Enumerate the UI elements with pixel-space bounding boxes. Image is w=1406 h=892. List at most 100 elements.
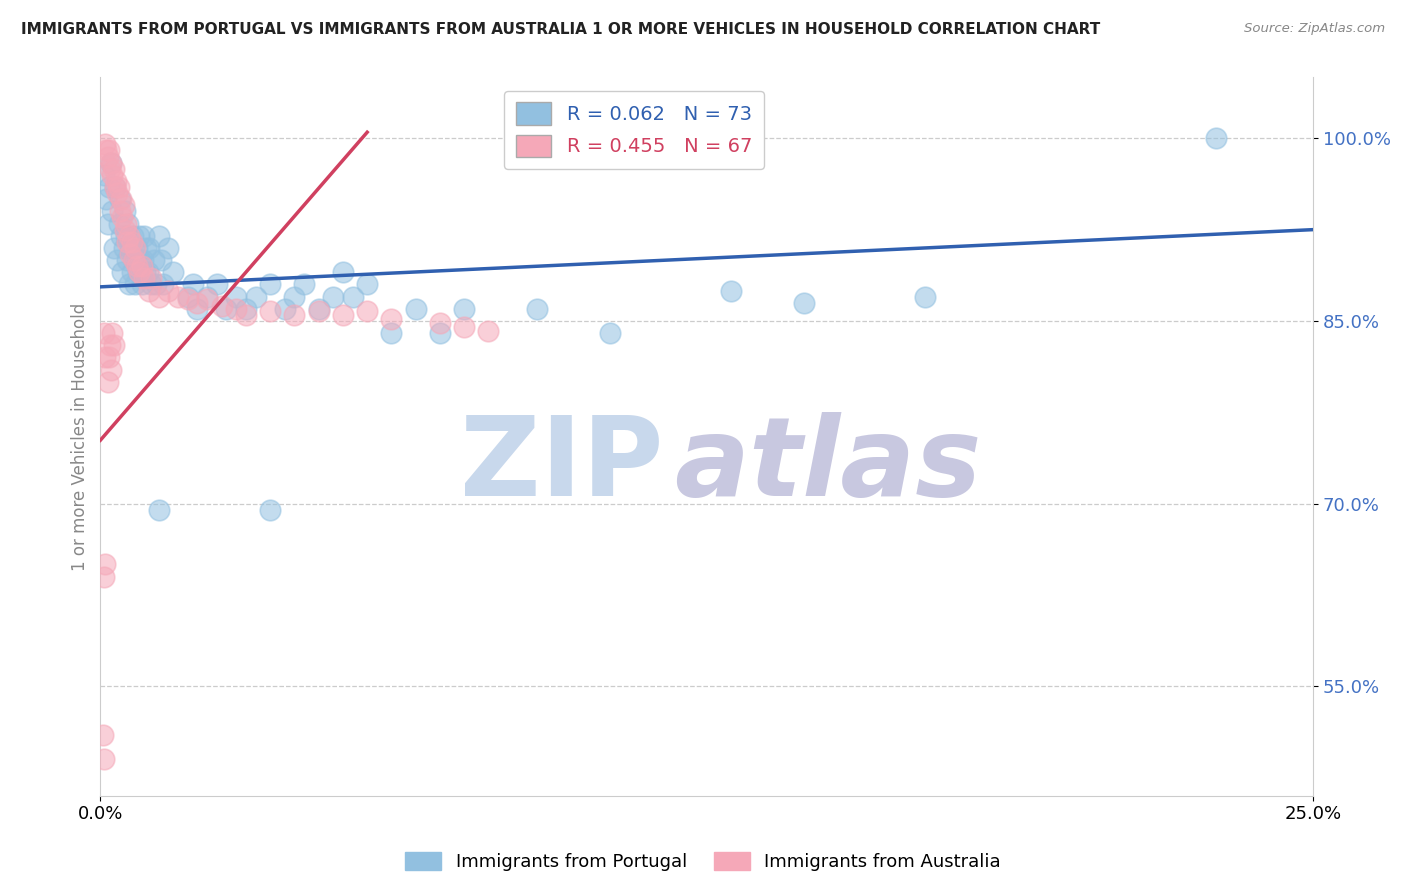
Point (136, 265, 159, 279)
Point (150, 253, 173, 268)
Point (110, 192, 132, 206)
Point (124, 277, 146, 292)
Point (110, 228, 132, 243)
Point (115, 253, 138, 268)
Point (103, 161, 125, 176)
Text: ZIP: ZIP (460, 412, 664, 519)
Point (131, 259, 153, 273)
Point (145, 277, 167, 292)
Point (117, 217, 139, 231)
Point (429, 326, 451, 340)
Point (308, 301, 330, 316)
Point (132, 253, 155, 268)
Point (100, 362, 122, 376)
Point (453, 320, 475, 334)
Point (205, 277, 228, 292)
Point (127, 265, 149, 279)
Legend: Immigrants from Portugal, Immigrants from Australia: Immigrants from Portugal, Immigrants fro… (398, 845, 1008, 879)
Point (132, 228, 155, 243)
Point (94, 558, 117, 572)
Point (107, 180, 129, 194)
Point (112, 241, 135, 255)
Point (148, 228, 170, 243)
Point (104, 180, 127, 194)
Point (96, 144, 118, 158)
Point (429, 317, 451, 331)
Point (211, 299, 233, 313)
Point (114, 222, 136, 236)
Point (111, 211, 134, 225)
Text: atlas: atlas (675, 412, 981, 519)
Point (125, 241, 148, 255)
Point (195, 289, 218, 303)
Point (342, 289, 364, 303)
Point (101, 168, 124, 182)
Point (914, 289, 936, 303)
Point (274, 301, 297, 316)
Point (245, 289, 267, 303)
Point (124, 253, 146, 268)
Point (111, 265, 134, 279)
Point (93, 569, 115, 583)
Point (453, 301, 475, 316)
Point (405, 301, 427, 316)
Point (176, 289, 198, 303)
Legend: R = 0.062   N = 73, R = 0.455   N = 67: R = 0.062 N = 73, R = 0.455 N = 67 (505, 91, 763, 169)
Point (98, 161, 121, 176)
Point (97, 150, 120, 164)
Point (101, 326, 124, 340)
Point (97, 375, 120, 389)
Point (112, 198, 135, 212)
Point (120, 247, 142, 261)
Point (96, 192, 118, 206)
Point (114, 204, 136, 219)
Point (332, 265, 354, 279)
Point (720, 284, 742, 298)
Point (157, 284, 180, 298)
Point (283, 308, 305, 322)
Point (132, 271, 155, 285)
Point (108, 204, 131, 219)
Point (98, 351, 121, 365)
Point (308, 304, 330, 318)
Point (332, 308, 354, 322)
Point (98, 144, 121, 158)
Point (259, 304, 281, 318)
Point (225, 289, 247, 303)
Point (356, 277, 378, 292)
Point (356, 304, 378, 318)
Point (167, 289, 190, 303)
Point (108, 192, 131, 206)
Point (152, 277, 174, 292)
Point (124, 253, 146, 268)
Point (100, 155, 122, 169)
Point (120, 241, 142, 255)
Text: Source: ZipAtlas.com: Source: ZipAtlas.com (1244, 22, 1385, 36)
Point (157, 241, 180, 255)
Point (1205, 131, 1227, 145)
Point (141, 271, 163, 285)
Point (93, 326, 115, 340)
Point (128, 228, 150, 243)
Point (380, 311, 402, 326)
Point (107, 217, 129, 231)
Point (105, 186, 128, 200)
Point (176, 292, 198, 306)
Point (292, 277, 315, 292)
Point (225, 301, 247, 316)
Point (599, 326, 621, 340)
Point (131, 277, 153, 292)
Point (235, 308, 257, 322)
Point (142, 253, 165, 268)
Point (526, 301, 548, 316)
Point (118, 277, 141, 292)
Point (94, 137, 117, 152)
Point (195, 292, 218, 306)
Point (186, 295, 208, 310)
Point (94, 351, 117, 365)
Point (186, 301, 208, 316)
Point (148, 289, 170, 303)
Point (138, 241, 160, 255)
Point (103, 241, 125, 255)
Point (215, 301, 238, 316)
